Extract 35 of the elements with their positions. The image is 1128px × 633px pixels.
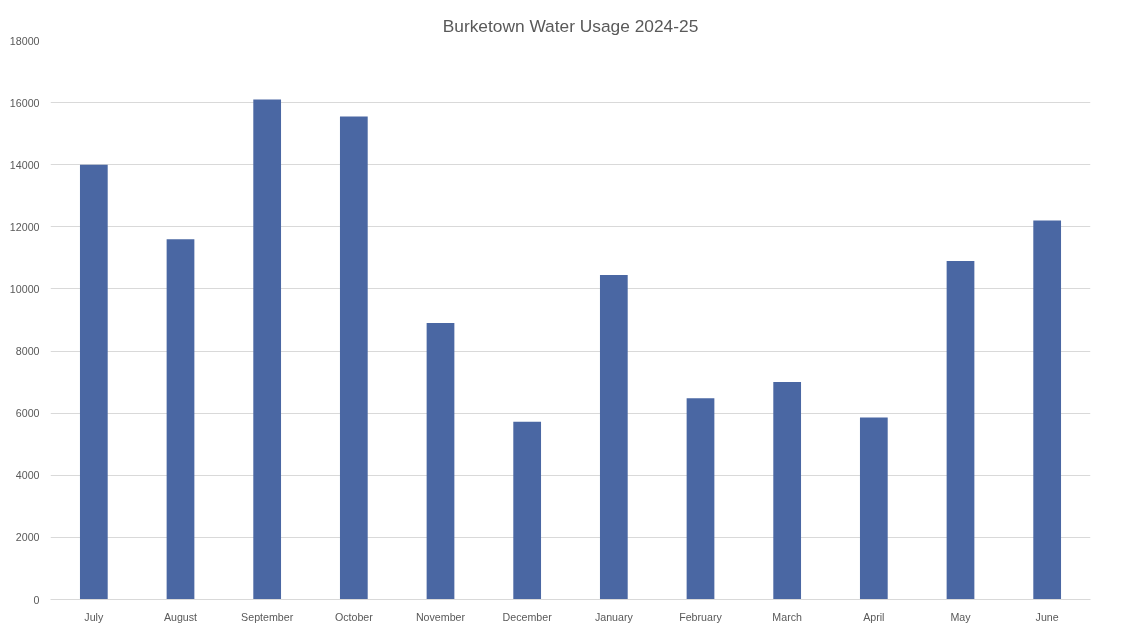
x-tick-label: September — [241, 610, 294, 623]
y-tick-label: 16000 — [9, 96, 40, 109]
y-tick-label: 4000 — [15, 469, 40, 482]
bar — [599, 274, 628, 600]
bar — [426, 323, 455, 600]
x-tick-label: November — [415, 610, 466, 623]
y-tick-label: 2000 — [15, 531, 40, 544]
y-tick-label: 8000 — [15, 345, 40, 358]
bar — [946, 260, 975, 600]
x-tick-label: April — [863, 610, 885, 623]
y-tick-label: 12000 — [9, 220, 40, 233]
x-tick-label: March — [772, 610, 803, 623]
x-tick-label: January — [594, 610, 634, 623]
bar — [253, 99, 282, 600]
bar — [773, 382, 802, 600]
bar — [166, 239, 195, 600]
y-tick-label: 14000 — [9, 158, 40, 171]
x-tick-label: February — [679, 610, 723, 623]
bar — [1033, 220, 1062, 600]
bar — [513, 421, 542, 600]
x-tick-label: July — [84, 610, 104, 623]
bar — [79, 164, 108, 600]
x-tick-label: June — [1035, 610, 1059, 623]
y-tick-label: 0 — [33, 593, 40, 606]
y-tick-label: 6000 — [15, 407, 40, 420]
bar — [686, 398, 715, 600]
bar — [859, 417, 888, 600]
x-tick-label: May — [950, 610, 972, 623]
y-tick-label: 10000 — [9, 282, 40, 295]
x-tick-label: October — [334, 610, 374, 623]
x-tick-label: December — [502, 610, 553, 623]
chart-title: Burketown Water Usage 2024-25 — [442, 15, 699, 36]
bar — [339, 116, 368, 600]
x-tick-label: August — [163, 610, 198, 623]
y-tick-label: 18000 — [9, 34, 40, 47]
